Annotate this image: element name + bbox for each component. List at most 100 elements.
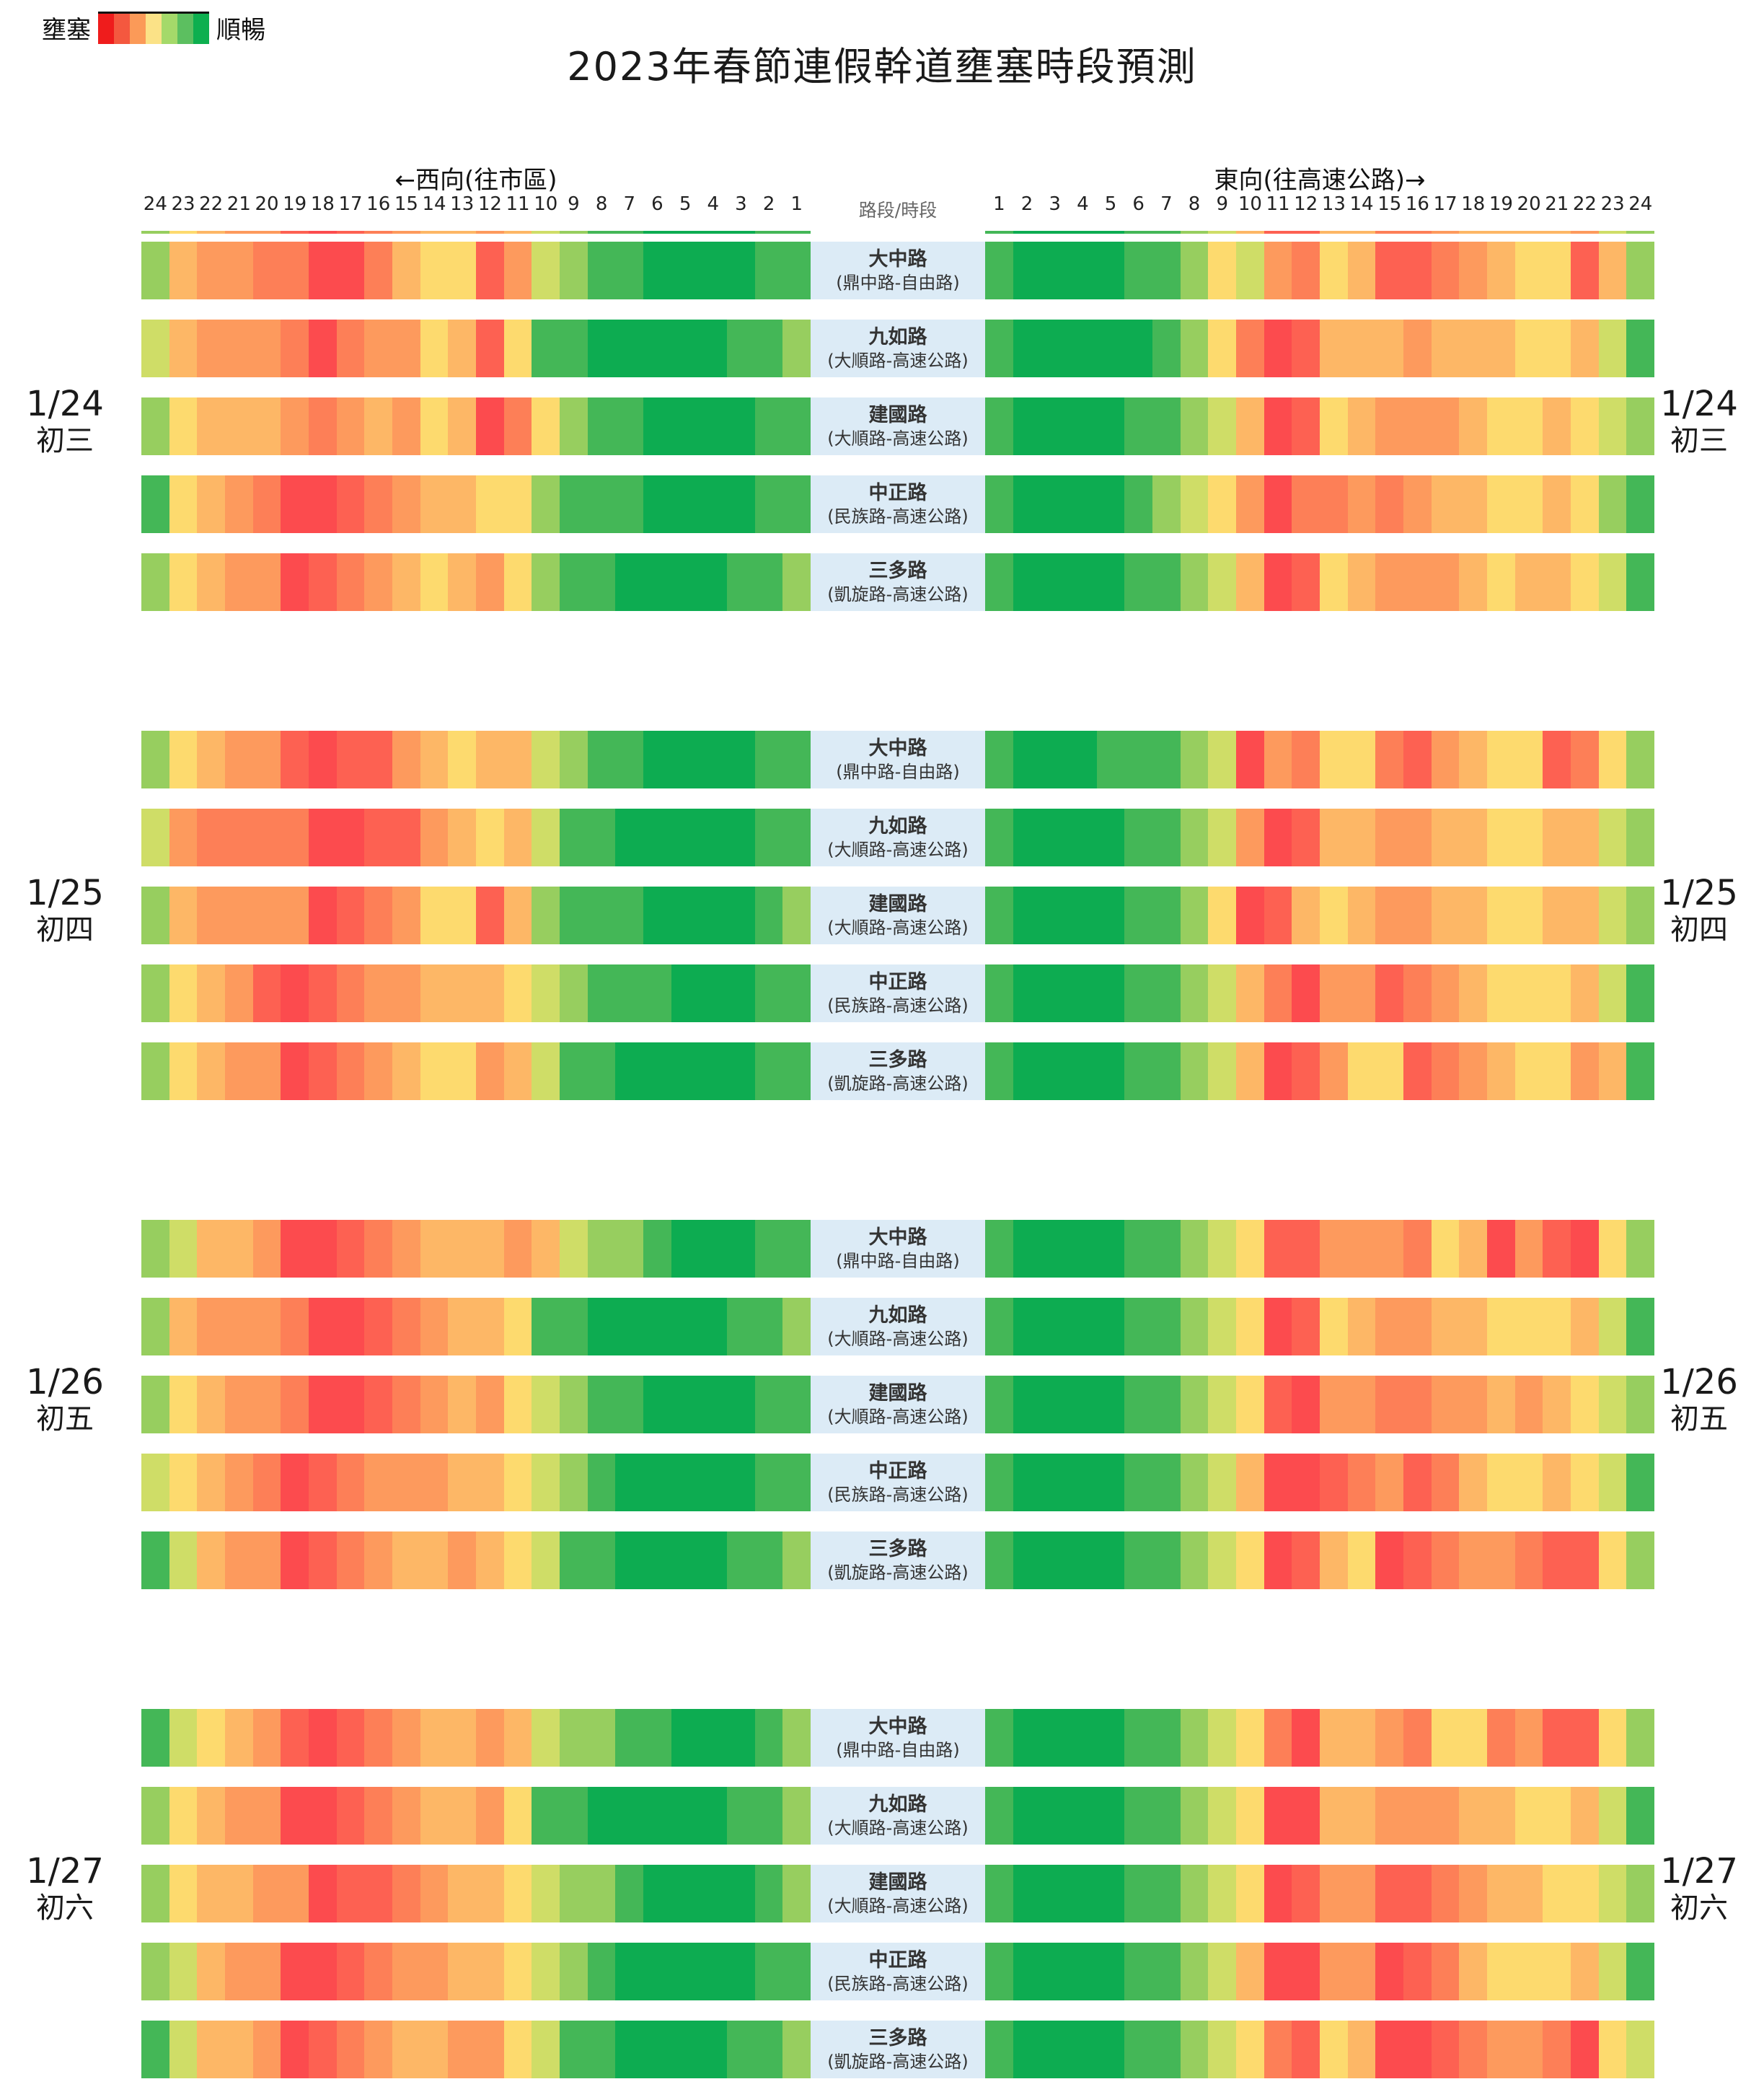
heatmap-cell [252,731,281,788]
hour-label: 5 [1104,193,1117,215]
heatmap-cell [169,2021,198,2078]
heatmap-cell [643,475,671,533]
date-text: 1/26 [26,1362,104,1402]
heatmap-cell [197,1943,226,2000]
heatmap-cell [754,553,783,611]
heatmap-cell [252,1709,281,1767]
heatmap-cell [252,242,281,299]
heatmap-cell [754,1531,783,1589]
heatmap-cell [1487,1709,1515,1767]
heatmap-cell [309,1220,337,1278]
heatmap-cell [782,242,811,299]
heatmap-cell [1013,1709,1041,1767]
axis-strip-segment [615,231,644,234]
heatmap-cell [503,809,532,866]
heatmap-cell [476,320,504,377]
heatmap-cell [532,397,560,455]
heatmap-cell [336,809,365,866]
axis-strip-segment [1096,231,1125,234]
heatmap-cell [1626,475,1655,533]
heatmap-cell [309,2021,337,2078]
heatmap-cell [1487,1376,1515,1433]
date-label-right: 1/25 初四 [1634,873,1764,946]
heatmap-cell [1543,1531,1571,1589]
heatmap-row-east [985,553,1655,611]
road-name: 建國路 [868,1382,927,1405]
heatmap-cell [671,731,700,788]
heatmap-cell [1459,1220,1488,1278]
heatmap-cell [1403,475,1432,533]
heatmap-cell [754,1376,783,1433]
heatmap-cell [1236,1042,1264,1100]
heatmap-cell [727,397,755,455]
heatmap-cell [1347,1376,1376,1433]
heatmap-cell [727,1298,755,1355]
heatmap-cell [985,1709,1013,1767]
heatmap-cell [309,1709,337,1767]
hour-label: 15 [394,193,418,215]
axis-strip-segment [364,231,393,234]
heatmap-cell [392,397,420,455]
hour-label: 21 [226,193,251,215]
heatmap-cell [1041,1042,1070,1100]
date-text: 1/27 [1660,1851,1738,1891]
heatmap-cell [1543,1042,1571,1100]
heatmap-cell [1375,2021,1404,2078]
heatmap-cell [309,1865,337,1922]
heatmap-cell [252,397,281,455]
heatmap-cell [1626,731,1655,788]
heatmap-cell [532,1454,560,1511]
heatmap-cell [1514,964,1543,1022]
heatmap-cell [699,731,728,788]
heatmap-cell [1096,731,1125,788]
heatmap-cell [197,320,226,377]
heatmap-cell [1543,1298,1571,1355]
heatmap-cell [1264,809,1292,866]
heatmap-cell [699,809,728,866]
heatmap-cell [420,475,449,533]
heatmap-row-west [141,1865,811,1922]
heatmap-cell [503,320,532,377]
heatmap-row-east [985,731,1655,788]
heatmap-cell [1543,1943,1571,2000]
heatmap-cell [615,320,644,377]
heatmap-cell [1403,2021,1432,2078]
heatmap-cell [225,1943,253,2000]
heatmap-cell [1431,1042,1460,1100]
heatmap-cell [197,553,226,611]
heatmap-cell [727,1865,755,1922]
heatmap-cell [1236,1454,1264,1511]
heatmap-cell [754,1787,783,1845]
heatmap-cell [727,553,755,611]
heatmap-cell [225,1531,253,1589]
heatmap-cell [364,553,393,611]
heatmap-cell [197,964,226,1022]
heatmap-row-west [141,2021,811,2078]
heatmap-cell [141,1943,169,2000]
heatmap-cell [1180,887,1209,944]
heatmap-cell [252,475,281,533]
heatmap-cell [727,1943,755,2000]
heatmap-cell [560,320,588,377]
heatmap-cell [141,242,169,299]
heatmap-cell [1208,1531,1237,1589]
heatmap-cell [560,242,588,299]
heatmap-cell [1571,1943,1599,2000]
heatmap-cell [1487,397,1515,455]
heatmap-cell [1598,1376,1627,1433]
heatmap-cell [1403,887,1432,944]
heatmap-cell [1431,1531,1460,1589]
heatmap-cell [476,887,504,944]
heatmap-cell [532,475,560,533]
heatmap-cell [1543,1865,1571,1922]
heatmap-cell [141,1220,169,1278]
heatmap-cell [532,1531,560,1589]
heatmap-cell [1487,1220,1515,1278]
heatmap-cell [336,242,365,299]
hour-label: 9 [568,193,580,215]
heatmap-row-east [985,2021,1655,2078]
heatmap-cell [197,1220,226,1278]
heatmap-cell [643,1042,671,1100]
heatmap-row-west [141,1042,811,1100]
